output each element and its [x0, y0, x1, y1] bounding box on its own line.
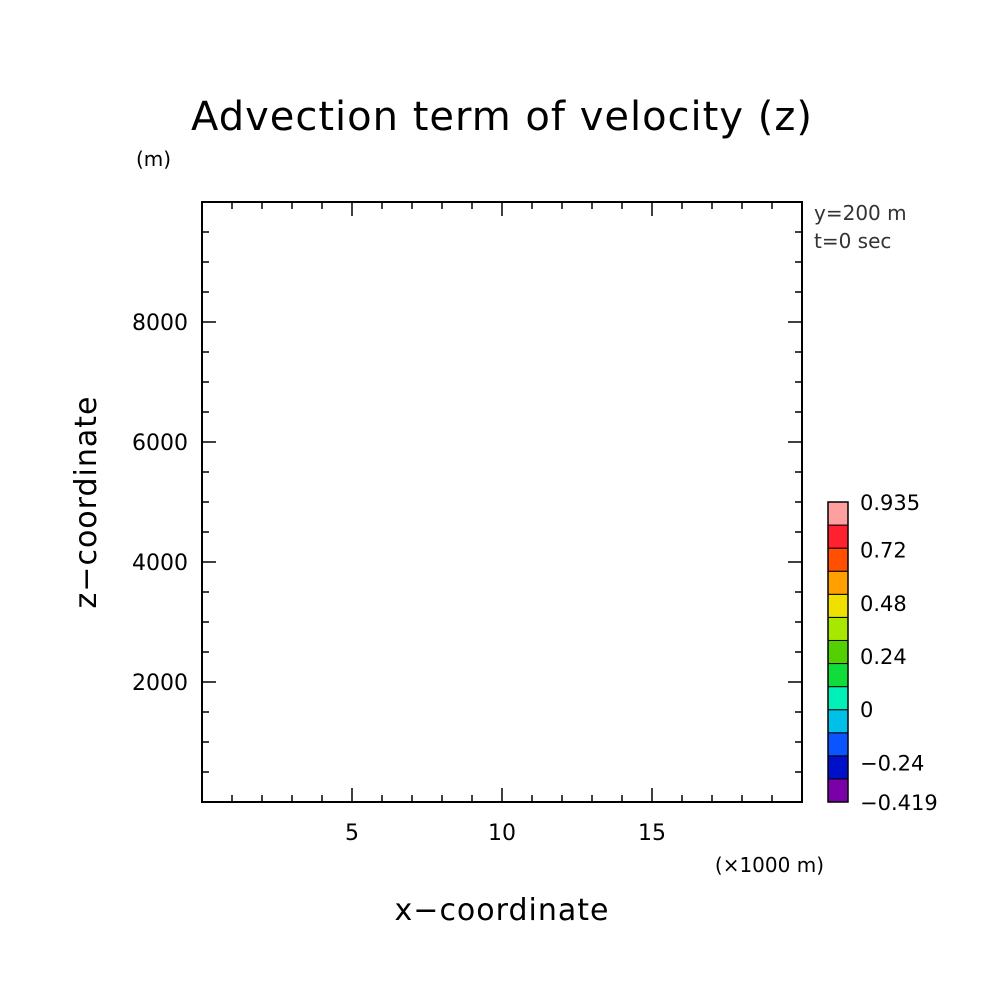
y-axis-tick-labels: 2000 4000 6000 8000	[132, 311, 188, 696]
plot-area	[201, 201, 803, 803]
info-time: t=0 sec	[814, 229, 891, 253]
colorbar-label: 0.935	[860, 491, 920, 515]
colorbar-segment	[827, 663, 849, 688]
y-tick-label: 8000	[132, 311, 188, 336]
colorbar-segment	[827, 709, 849, 734]
colorbar-label: 0	[860, 698, 873, 722]
y-tick-label: 2000	[132, 671, 188, 696]
x-axis-label: x−coordinate	[395, 893, 610, 928]
colorbar-frame	[827, 501, 849, 803]
colorbar-segment	[827, 524, 849, 549]
colorbar-label: −0.24	[860, 751, 924, 775]
x-axis-ticks	[231, 202, 773, 802]
colorbar-segment	[827, 501, 849, 526]
colorbar-segment	[827, 778, 849, 803]
x-axis-tick-labels: 5 10 15	[345, 821, 666, 846]
chart-title: Advection term of velocity (z)	[191, 94, 813, 140]
colorbar-label: 0.72	[860, 539, 907, 563]
colorbar	[827, 501, 849, 803]
x-tick-label: 5	[345, 821, 359, 846]
y-axis-ticks	[202, 231, 802, 773]
colorbar-segment	[827, 686, 849, 711]
colorbar-labels: −0.419 −0.24 0 0.24 0.48 0.72 0.935	[860, 491, 938, 815]
colorbar-segment	[827, 616, 849, 641]
colorbar-segment	[827, 732, 849, 757]
colorbar-segment	[827, 547, 849, 572]
y-tick-label: 6000	[132, 431, 188, 456]
colorbar-label: 0.24	[860, 645, 907, 669]
colorbar-segment	[827, 639, 849, 665]
colorbar-segment	[827, 570, 849, 595]
x-tick-label: 15	[638, 821, 666, 846]
info-y-position: y=200 m	[814, 201, 907, 225]
colorbar-label: −0.419	[860, 791, 938, 815]
colorbar-segment	[827, 755, 849, 780]
colorbar-segment	[827, 593, 849, 618]
x-tick-label: 10	[488, 821, 516, 846]
y-axis-unit: (m)	[136, 147, 171, 171]
y-tick-label: 4000	[132, 551, 188, 576]
x-axis-unit: (×1000 m)	[715, 853, 824, 877]
y-axis-label: z−coordinate	[69, 396, 104, 609]
colorbar-label: 0.48	[860, 592, 907, 616]
